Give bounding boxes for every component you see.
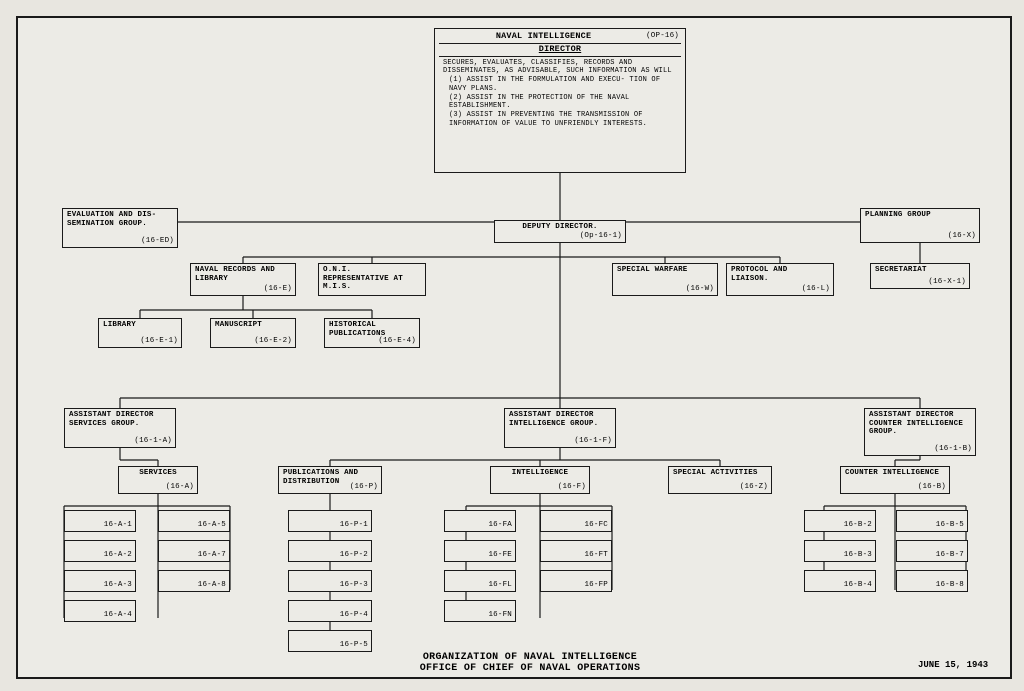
svc-a1: 16-A-1 xyxy=(64,510,136,532)
manuscript-label: MANUSCRIPT xyxy=(215,321,291,330)
director-box: NAVAL INTELLIGENCE (OP-16) DIRECTOR SECU… xyxy=(434,28,686,173)
oni-box: O.N.I. REPRESENTATIVE AT M.I.S. xyxy=(318,263,426,296)
date: JUNE 15, 1943 xyxy=(918,660,988,670)
p5: 16-P-5 xyxy=(288,630,372,652)
planning-code: (16-X) xyxy=(948,232,976,241)
eval-label: EVALUATION AND DIS- SEMINATION GROUP. xyxy=(67,211,173,228)
b4: 16-B-4 xyxy=(804,570,876,592)
ft: 16-FT xyxy=(540,540,612,562)
director-desc-2: (2) ASSIST IN THE PROTECTION OF THE NAVA… xyxy=(443,94,677,112)
special-act-label: SPECIAL ACTIVITIES xyxy=(673,469,767,478)
director-desc-3: (3) ASSIST IN PREVENTING THE TRANSMISSIO… xyxy=(443,111,677,129)
ad-services-label: ASSISTANT DIRECTOR SERVICES GROUP. xyxy=(69,411,171,428)
svc-a2: 16-A-2 xyxy=(64,540,136,562)
p4: 16-P-4 xyxy=(288,600,372,622)
b7: 16-B-7 xyxy=(896,540,968,562)
manuscript-box: MANUSCRIPT (16-E-2) xyxy=(210,318,296,348)
ad-counter-label: ASSISTANT DIRECTOR COUNTER INTELLIGENCE … xyxy=(869,411,971,437)
caption: ORGANIZATION OF NAVAL INTELLIGENCE OFFIC… xyxy=(400,652,660,674)
fn: 16-FN xyxy=(444,600,516,622)
p3: 16-P-3 xyxy=(288,570,372,592)
secretariat-label: SECRETARIAT xyxy=(875,266,965,275)
records-box: NAVAL RECORDS AND LIBRARY (16-E) xyxy=(190,263,296,296)
svc-a7: 16-A-7 xyxy=(158,540,230,562)
special-warfare-label: SPECIAL WARFARE xyxy=(617,266,713,275)
director-header-code: (OP-16) xyxy=(646,32,679,42)
records-label: NAVAL RECORDS AND LIBRARY xyxy=(195,266,291,283)
counter-intel-label: COUNTER INTELLIGENCE xyxy=(845,469,945,478)
special-act-box: SPECIAL ACTIVITIES (16-Z) xyxy=(668,466,772,494)
eval-code: (16-ED) xyxy=(141,237,174,246)
intelligence-label: INTELLIGENCE xyxy=(495,469,585,478)
deputy-label: DEPUTY DIRECTOR. xyxy=(499,223,621,232)
svc-a4: 16-A-4 xyxy=(64,600,136,622)
fa: 16-FA xyxy=(444,510,516,532)
svc-a3: 16-A-3 xyxy=(64,570,136,592)
deputy-code: (Op-16-1) xyxy=(580,232,622,241)
planning-label: PLANNING GROUP xyxy=(865,211,975,220)
caption-line1: ORGANIZATION OF NAVAL INTELLIGENCE xyxy=(400,652,660,663)
ad-counter-code: (16-1-B) xyxy=(934,445,972,454)
b2: 16-B-2 xyxy=(804,510,876,532)
director-desc: SECURES, EVALUATES, CLASSIFIES, RECORDS … xyxy=(439,57,681,131)
pubdist-code: (16-P) xyxy=(350,483,378,492)
library-box: LIBRARY (16-E-1) xyxy=(98,318,182,348)
secretariat-code: (16-X-1) xyxy=(928,278,966,287)
histpub-box: HISTORICAL PUBLICATIONS (16-E-4) xyxy=(324,318,420,348)
counter-intel-box: COUNTER INTELLIGENCE (16-B) xyxy=(840,466,950,494)
fe: 16-FE xyxy=(444,540,516,562)
director-desc-intro: SECURES, EVALUATES, CLASSIFIES, RECORDS … xyxy=(443,59,677,77)
fp: 16-FP xyxy=(540,570,612,592)
p2: 16-P-2 xyxy=(288,540,372,562)
ad-services-box: ASSISTANT DIRECTOR SERVICES GROUP. (16-1… xyxy=(64,408,176,448)
services-label: SERVICES xyxy=(123,469,193,478)
oni-label: O.N.I. REPRESENTATIVE AT M.I.S. xyxy=(323,266,421,292)
records-code: (16-E) xyxy=(264,285,292,294)
special-warfare-box: SPECIAL WARFARE (16-W) xyxy=(612,263,718,296)
eval-box: EVALUATION AND DIS- SEMINATION GROUP. (1… xyxy=(62,208,178,248)
protocol-label: PROTOCOL AND LIAISON. xyxy=(731,266,829,283)
protocol-box: PROTOCOL AND LIAISON. (16-L) xyxy=(726,263,834,296)
pubdist-box: PUBLICATIONS AND DISTRIBUTION (16-P) xyxy=(278,466,382,494)
planning-box: PLANNING GROUP (16-X) xyxy=(860,208,980,243)
special-act-code: (16-Z) xyxy=(740,483,768,492)
special-warfare-code: (16-W) xyxy=(686,285,714,294)
caption-line2: OFFICE OF CHIEF OF NAVAL OPERATIONS xyxy=(400,663,660,674)
director-desc-1: (1) ASSIST IN THE FORMULATION AND EXECU-… xyxy=(443,76,677,94)
fl: 16-FL xyxy=(444,570,516,592)
services-code: (16-A) xyxy=(166,483,194,492)
manuscript-code: (16-E-2) xyxy=(254,337,292,346)
deputy-box: DEPUTY DIRECTOR. (Op-16-1) xyxy=(494,220,626,243)
org-chart-canvas: NAVAL INTELLIGENCE (OP-16) DIRECTOR SECU… xyxy=(0,0,1024,691)
svc-a8: 16-A-8 xyxy=(158,570,230,592)
services-box: SERVICES (16-A) xyxy=(118,466,198,494)
director-subheader: DIRECTOR xyxy=(539,44,581,54)
director-header: NAVAL INTELLIGENCE xyxy=(441,32,646,42)
b8: 16-B-8 xyxy=(896,570,968,592)
svc-a5: 16-A-5 xyxy=(158,510,230,532)
counter-intel-code: (16-B) xyxy=(918,483,946,492)
p1: 16-P-1 xyxy=(288,510,372,532)
ad-intel-label: ASSISTANT DIRECTOR INTELLIGENCE GROUP. xyxy=(509,411,611,428)
secretariat-box: SECRETARIAT (16-X-1) xyxy=(870,263,970,289)
ad-intel-box: ASSISTANT DIRECTOR INTELLIGENCE GROUP. (… xyxy=(504,408,616,448)
fc: 16-FC xyxy=(540,510,612,532)
b3: 16-B-3 xyxy=(804,540,876,562)
histpub-code: (16-E-4) xyxy=(378,337,416,346)
library-label: LIBRARY xyxy=(103,321,177,330)
intelligence-box: INTELLIGENCE (16-F) xyxy=(490,466,590,494)
intelligence-code: (16-F) xyxy=(558,483,586,492)
library-code: (16-E-1) xyxy=(140,337,178,346)
histpub-label: HISTORICAL PUBLICATIONS xyxy=(329,321,415,338)
ad-services-code: (16-1-A) xyxy=(134,437,172,446)
ad-intel-code: (16-1-F) xyxy=(574,437,612,446)
protocol-code: (16-L) xyxy=(802,285,830,294)
b5: 16-B-5 xyxy=(896,510,968,532)
ad-counter-box: ASSISTANT DIRECTOR COUNTER INTELLIGENCE … xyxy=(864,408,976,456)
